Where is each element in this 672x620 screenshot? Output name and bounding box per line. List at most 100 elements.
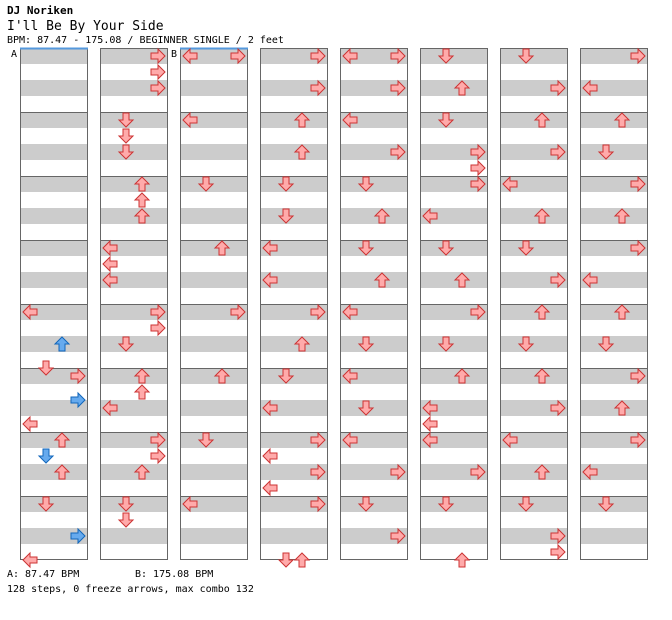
step-arrow-right xyxy=(70,367,86,385)
step-arrow-down xyxy=(597,496,615,512)
beat-stripe xyxy=(500,528,568,544)
beat-stripe xyxy=(100,432,168,448)
beat-stripe xyxy=(180,80,248,96)
beat-stripe xyxy=(100,400,168,416)
beat-stripe xyxy=(260,528,328,544)
beat-stripe xyxy=(340,144,408,160)
step-arrow-left xyxy=(262,239,278,257)
column-border xyxy=(340,48,408,560)
step-arrow-down xyxy=(597,336,615,352)
step-arrow-down xyxy=(277,368,295,384)
step-arrow-up xyxy=(133,384,151,400)
beat-stripe xyxy=(20,112,88,128)
beat-stripe xyxy=(100,144,168,160)
beat-stripe xyxy=(340,208,408,224)
step-arrow-down xyxy=(117,112,135,128)
beat-stripe xyxy=(20,528,88,544)
bpm-marker-label: A xyxy=(11,49,17,60)
beat-stripe xyxy=(260,336,328,352)
step-arrow-up xyxy=(453,552,471,568)
measure-column xyxy=(180,48,248,560)
beat-stripe xyxy=(420,112,488,128)
beat-stripe xyxy=(340,528,408,544)
beat-stripe xyxy=(180,112,248,128)
step-arrow-left xyxy=(262,479,278,497)
step-arrow-left xyxy=(102,399,118,417)
beat-stripe xyxy=(100,272,168,288)
beat-stripe xyxy=(580,368,648,384)
step-arrow-down xyxy=(597,144,615,160)
beat-stripe xyxy=(500,496,568,512)
step-arrow-up xyxy=(533,464,551,480)
beat-stripe xyxy=(100,80,168,96)
beat-stripe xyxy=(20,496,88,512)
beat-stripe xyxy=(580,112,648,128)
beat-stripe xyxy=(420,240,488,256)
step-arrow-right xyxy=(230,303,246,321)
beat-stripe xyxy=(20,176,88,192)
step-arrow-right xyxy=(550,527,566,545)
beat-stripe xyxy=(180,336,248,352)
beat-stripe xyxy=(580,464,648,480)
measure-column xyxy=(500,48,568,560)
column-border xyxy=(420,48,488,560)
step-arrow-left xyxy=(342,111,358,129)
step-arrow-down xyxy=(357,336,375,352)
step-arrow-right xyxy=(630,431,646,449)
step-arrow-right xyxy=(470,303,486,321)
step-arrow-down xyxy=(277,208,295,224)
beat-stripe xyxy=(420,208,488,224)
bpm-a-label: A: 87.47 BPM xyxy=(7,569,80,580)
beat-stripe xyxy=(340,432,408,448)
step-arrow-left xyxy=(102,255,118,273)
beat-stripe xyxy=(260,272,328,288)
step-arrow-left xyxy=(182,111,198,129)
beat-stripe xyxy=(180,208,248,224)
measure-column xyxy=(580,48,648,560)
beat-stripe xyxy=(260,304,328,320)
step-arrow-left xyxy=(102,239,118,257)
step-arrow-right xyxy=(550,271,566,289)
beat-stripe xyxy=(420,528,488,544)
measure-column xyxy=(20,48,88,560)
chart-subtitle: BPM: 87.47 - 175.08 / BEGINNER SINGLE / … xyxy=(7,35,284,46)
step-arrow-left xyxy=(342,47,358,65)
step-arrow-right xyxy=(230,47,246,65)
step-arrow-up xyxy=(373,208,391,224)
beat-stripe xyxy=(100,112,168,128)
beat-stripe xyxy=(20,272,88,288)
beat-stripe xyxy=(100,304,168,320)
beat-stripe xyxy=(500,240,568,256)
step-arrow-up xyxy=(213,368,231,384)
beat-stripe xyxy=(180,368,248,384)
step-arrow-left xyxy=(582,463,598,481)
step-arrow-down xyxy=(37,496,55,512)
step-arrow-right xyxy=(550,79,566,97)
beat-stripe xyxy=(260,80,328,96)
beat-stripe xyxy=(340,80,408,96)
step-arrow-left xyxy=(342,303,358,321)
beat-stripe xyxy=(20,368,88,384)
step-arrow-right xyxy=(390,47,406,65)
step-arrow-right xyxy=(310,303,326,321)
beat-stripe xyxy=(580,48,648,64)
beat-stripe xyxy=(20,240,88,256)
beat-stripe xyxy=(420,464,488,480)
step-arrow-down xyxy=(437,336,455,352)
step-arrow-right xyxy=(550,543,566,561)
step-arrow-right xyxy=(390,527,406,545)
step-arrow-up xyxy=(613,112,631,128)
beat-stripe xyxy=(260,432,328,448)
beat-stripe xyxy=(420,144,488,160)
song-title: I'll Be By Your Side xyxy=(7,19,164,34)
step-arrow-right xyxy=(630,239,646,257)
step-arrow-up xyxy=(133,464,151,480)
beat-stripe xyxy=(20,304,88,320)
beat-stripe xyxy=(260,464,328,480)
beat-stripe xyxy=(580,400,648,416)
beat-stripe xyxy=(180,464,248,480)
beat-stripe xyxy=(20,144,88,160)
beat-stripe xyxy=(580,304,648,320)
beat-stripe xyxy=(260,240,328,256)
